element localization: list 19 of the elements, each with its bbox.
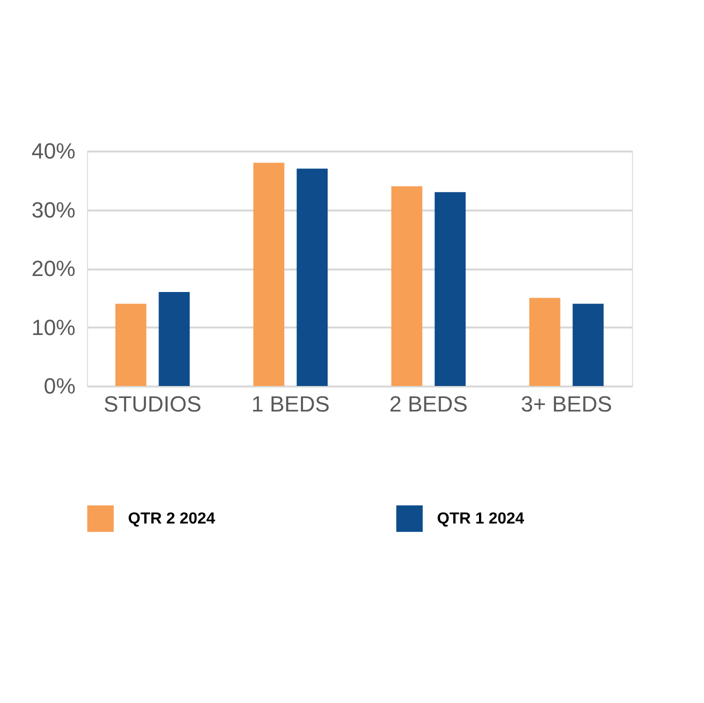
bar [158,292,190,386]
y-tick-label: 20% [31,256,76,281]
legend-label: QTR 1 2024 [437,510,524,528]
y-tick-label: 10% [31,314,76,340]
x-tick-label: STUDIOS [104,392,202,416]
x-tick-label: 2 BEDS [389,392,468,416]
y-tick-label: 0% [44,374,76,398]
legend-label: QTR 2 2024 [128,510,216,528]
bar [391,186,422,386]
bar [115,304,146,386]
bar [529,298,560,386]
bar [296,168,328,386]
bar [572,304,604,386]
y-tick-label: 40% [31,138,76,164]
bar [434,192,466,386]
x-tick-label: 1 BEDS [251,392,330,416]
x-tick-label: 3+ BEDS [520,392,612,416]
y-tick-label: 30% [31,197,76,222]
bar [253,162,284,386]
